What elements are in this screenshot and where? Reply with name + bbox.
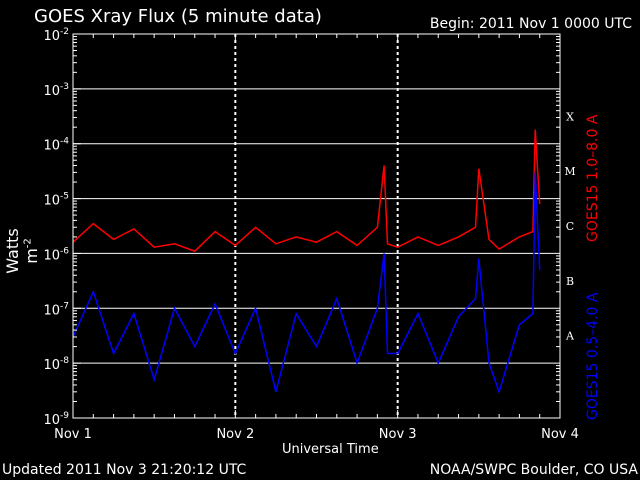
credit-label: NOAA/SWPC Boulder, CO USA bbox=[429, 462, 638, 478]
y-tick-label: 10-9 bbox=[43, 411, 69, 428]
y-tick-label: 10-7 bbox=[43, 301, 69, 318]
flare-class-label: M bbox=[564, 165, 575, 178]
y-tick-label: 10-4 bbox=[43, 137, 69, 154]
flare-class-label: A bbox=[565, 330, 575, 343]
y-tick-label: 10-8 bbox=[43, 356, 69, 373]
x-tick-label: Nov 2 bbox=[216, 427, 254, 442]
series-line-0 bbox=[72, 129, 541, 253]
x-axis-label: Universal Time bbox=[282, 442, 379, 457]
series-line-1 bbox=[72, 172, 541, 395]
flare-class-label: X bbox=[566, 110, 574, 123]
series-label-short: GOES15 0.5–4.0 A bbox=[585, 292, 601, 420]
x-tick-label: Nov 1 bbox=[54, 427, 92, 442]
y-tick-label: 10-6 bbox=[43, 246, 69, 263]
x-tick-label: Nov 3 bbox=[379, 427, 417, 442]
begin-time-label: Begin: 2011 Nov 1 0000 UTC bbox=[429, 16, 632, 32]
x-tick-label: Nov 4 bbox=[541, 427, 579, 442]
y-tick-label: 10-2 bbox=[43, 27, 69, 44]
y-tick-label: 10-5 bbox=[43, 192, 69, 209]
y-axis-label: Watts m-2 bbox=[3, 228, 41, 274]
chart-title: GOES Xray Flux (5 minute data) bbox=[34, 6, 322, 27]
flare-class-label: B bbox=[566, 275, 574, 288]
series-label-long: GOES15 1.0–8.0 A bbox=[585, 114, 601, 242]
updated-timestamp: Updated 2011 Nov 3 21:20:12 UTC bbox=[2, 462, 247, 478]
flare-class-label: C bbox=[566, 220, 574, 233]
y-tick-label: 10-3 bbox=[43, 82, 69, 99]
